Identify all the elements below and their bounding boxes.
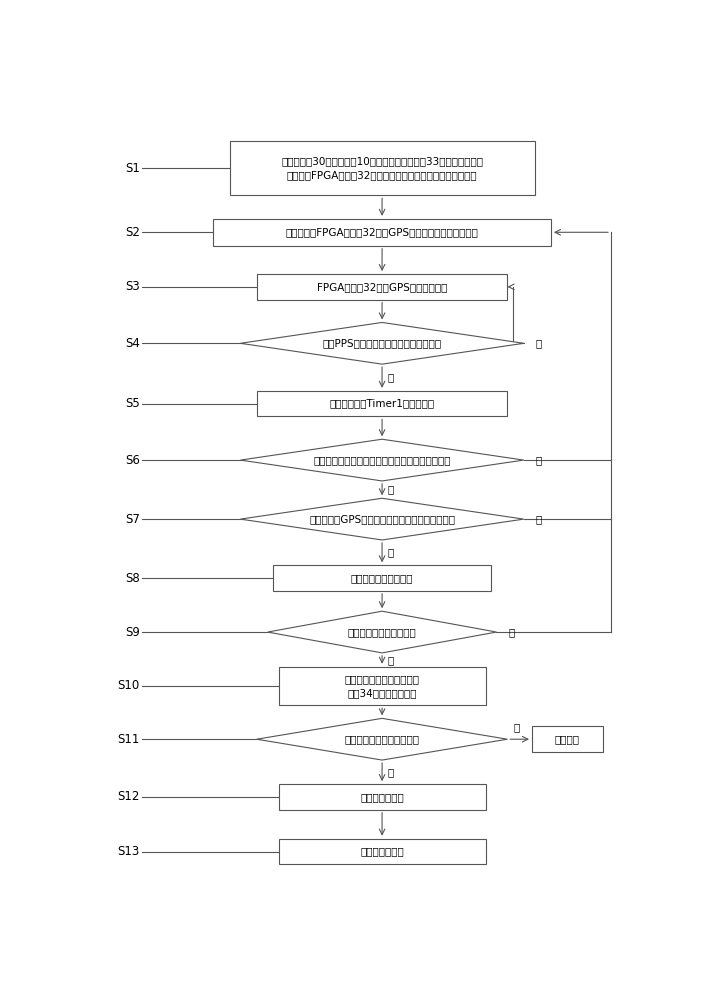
Text: S6: S6: [124, 454, 140, 467]
Text: 解析接收的串口数据，并判断串口数据是否有效。: 解析接收的串口数据，并判断串口数据是否有效。: [314, 455, 451, 465]
Text: 检测过电压电路波形数据。: 检测过电压电路波形数据。: [344, 734, 420, 744]
Text: 读取相应的GPS绝对时间，并判断授时是否成功。: 读取相应的GPS绝对时间，并判断授时是否成功。: [309, 514, 455, 524]
Text: 否: 否: [508, 627, 515, 637]
Polygon shape: [240, 439, 524, 481]
FancyBboxPatch shape: [278, 784, 486, 810]
Text: 是: 是: [387, 485, 394, 495]
Text: S7: S7: [124, 513, 140, 526]
Text: S9: S9: [124, 626, 140, 639]
Text: 是: 是: [387, 548, 394, 558]
Text: S12: S12: [117, 790, 140, 803]
FancyBboxPatch shape: [532, 726, 602, 752]
Text: S3: S3: [125, 280, 140, 293]
Text: 否: 否: [536, 514, 542, 524]
Text: 授时开始，FPGA处理器32接收GPS秒脉冲信号和串口数据。: 授时开始，FPGA处理器32接收GPS秒脉冲信号和串口数据。: [285, 227, 479, 237]
Text: 是: 是: [387, 655, 394, 665]
Text: 否: 否: [514, 723, 520, 733]
Text: 是: 是: [387, 372, 394, 382]
Text: 数据删除: 数据删除: [555, 734, 580, 744]
Text: 确认是否需要重新授时。: 确认是否需要重新授时。: [348, 627, 416, 637]
Text: 自守时计时时钟工作。: 自守时计时时钟工作。: [351, 573, 413, 583]
FancyBboxPatch shape: [273, 565, 491, 591]
Text: 时间数据同步写入第一存储
单元34电路波形数据。: 时间数据同步写入第一存储 单元34电路波形数据。: [344, 674, 420, 698]
Text: 信息采样板30和授时模块10开机，所述采样电路33采集电路波形数
据，所述FPGA处理器32设定为自动授时，并设置双计时时钟。: 信息采样板30和授时模块10开机，所述采样电路33采集电路波形数 据，所述FPG…: [281, 156, 483, 180]
Text: S10: S10: [117, 679, 140, 692]
Text: S2: S2: [124, 226, 140, 239]
Text: 否: 否: [536, 455, 542, 465]
Polygon shape: [240, 498, 524, 540]
Text: 数据储存与发送: 数据储存与发送: [360, 792, 404, 802]
Text: FPGA处理器32监测GPS秒脉冲信号。: FPGA处理器32监测GPS秒脉冲信号。: [317, 282, 447, 292]
Text: S5: S5: [125, 397, 140, 410]
Text: 否: 否: [536, 338, 542, 348]
Text: 数据解读及分析: 数据解读及分析: [360, 846, 404, 856]
FancyBboxPatch shape: [257, 391, 508, 416]
FancyBboxPatch shape: [278, 667, 486, 705]
Text: S13: S13: [117, 845, 140, 858]
FancyBboxPatch shape: [229, 141, 535, 195]
Polygon shape: [268, 611, 496, 653]
Text: S4: S4: [124, 337, 140, 350]
Polygon shape: [257, 718, 508, 760]
Text: 判断PPS秒脉冲信号是否有上升沿信号。: 判断PPS秒脉冲信号是否有上升沿信号。: [323, 338, 441, 348]
FancyBboxPatch shape: [257, 274, 508, 300]
Text: S8: S8: [125, 572, 140, 585]
Text: 是: 是: [387, 767, 394, 777]
Text: 临时计时时钟Timer1计时开始。: 临时计时时钟Timer1计时开始。: [330, 399, 434, 409]
Text: S11: S11: [117, 733, 140, 746]
Text: S1: S1: [124, 162, 140, 175]
Polygon shape: [240, 322, 524, 364]
FancyBboxPatch shape: [213, 219, 551, 246]
FancyBboxPatch shape: [278, 839, 486, 864]
